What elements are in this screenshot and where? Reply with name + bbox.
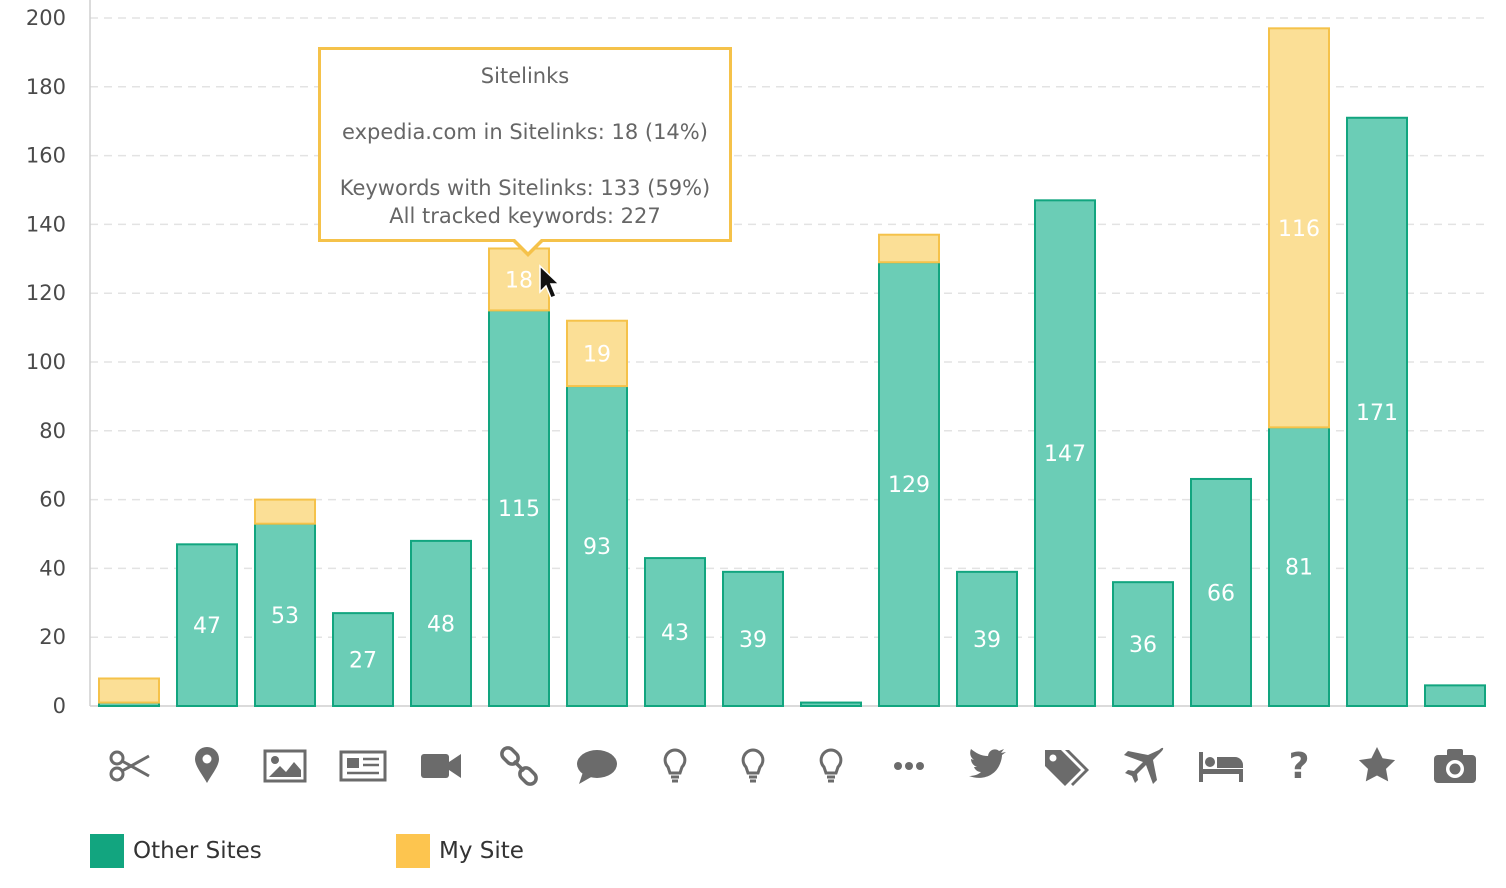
y-tick-label: 40 xyxy=(39,556,66,580)
bar-my-site[interactable] xyxy=(566,319,628,388)
scissors-icon xyxy=(109,750,150,782)
image-icon xyxy=(263,749,307,783)
y-tick-label: 140 xyxy=(26,212,66,236)
newspaper-icon xyxy=(339,750,387,782)
ellipsis-icon xyxy=(894,762,924,770)
bar-other-sites[interactable] xyxy=(1112,581,1174,707)
y-tick-label: 0 xyxy=(53,694,66,718)
bar-value-label: 93 xyxy=(583,535,611,560)
category-icons: ? xyxy=(109,746,1476,787)
bar-other-sites[interactable] xyxy=(722,570,784,708)
bar-value-label: 147 xyxy=(1044,442,1086,467)
bar-value-label: 47 xyxy=(193,614,221,639)
lightbulb-icon xyxy=(663,748,687,783)
star-icon xyxy=(1358,747,1396,782)
tooltip: Sitelinks expedia.com in Sitelinks: 18 (… xyxy=(318,47,732,257)
y-tick-label: 120 xyxy=(26,281,66,305)
mouse-cursor-icon xyxy=(539,264,561,299)
bar-my-site[interactable] xyxy=(254,498,316,525)
bar-value-label: 48 xyxy=(427,612,455,637)
bar-value-label: 53 xyxy=(271,604,299,629)
lightbulb-icon xyxy=(741,748,765,783)
legend-item-other-sites[interactable]: Other Sites xyxy=(90,834,262,868)
bar-value-label: 43 xyxy=(661,621,689,646)
bar-other-sites[interactable] xyxy=(410,539,472,707)
bar-value-label: 19 xyxy=(583,342,611,367)
bar-other-sites[interactable] xyxy=(1346,116,1408,707)
legend-item-my-site[interactable]: My Site xyxy=(396,834,524,868)
comment-icon xyxy=(577,750,617,784)
y-tick-label: 200 xyxy=(26,6,66,30)
bed-icon xyxy=(1199,752,1243,782)
legend-label-other-sites: Other Sites xyxy=(133,838,262,864)
bar-value-labels: 47 53 27 48 115 18 93 19 43 39 129 39 147 36 66 81 116 17… xyxy=(193,217,1398,674)
bar-other-sites[interactable] xyxy=(956,570,1018,708)
bar-other-sites[interactable] xyxy=(566,385,628,707)
link-icon xyxy=(500,746,538,786)
bar-value-label: 115 xyxy=(498,497,540,522)
bar-value-label: 116 xyxy=(1278,217,1320,242)
bar-other-sites[interactable] xyxy=(1268,426,1330,707)
bar-other-sites[interactable] xyxy=(176,543,238,707)
tags-icon xyxy=(1045,750,1089,786)
bar-value-label: 36 xyxy=(1129,633,1157,658)
bar-value-label: 66 xyxy=(1207,581,1235,606)
bar-other-sites[interactable] xyxy=(878,261,940,707)
bar-my-site[interactable] xyxy=(488,247,550,312)
y-tick-label: 60 xyxy=(39,488,66,512)
question-icon: ? xyxy=(1289,746,1310,787)
y-tick-label: 20 xyxy=(39,625,66,649)
map-marker-icon xyxy=(195,747,219,783)
tooltip-arrow-inner xyxy=(514,238,542,252)
bar-value-label: 39 xyxy=(739,628,767,653)
legend-swatch-other-sites xyxy=(90,834,124,868)
y-tick-label: 80 xyxy=(39,419,66,443)
bars xyxy=(98,27,1486,708)
bar-other-sites[interactable] xyxy=(644,557,706,708)
bar-other-sites[interactable] xyxy=(254,522,316,707)
bar-other-sites[interactable] xyxy=(1190,477,1252,707)
bar-other-sites[interactable] xyxy=(1424,684,1486,707)
bar-value-label: 39 xyxy=(973,628,1001,653)
bar-value-label: 18 xyxy=(505,268,533,293)
bar-value-label: 171 xyxy=(1356,401,1398,426)
legend-swatch-my-site xyxy=(396,834,430,868)
bar-other-sites[interactable] xyxy=(1034,199,1096,707)
y-tick-label: 180 xyxy=(26,75,66,99)
stacked-bar-chart: 0 20 40 60 80 100 120 140 160 180 200 47 53 27 48 115 1… xyxy=(26,0,1486,787)
bar-other-sites[interactable] xyxy=(332,612,394,707)
bar-my-site[interactable] xyxy=(1268,27,1330,429)
tooltip-keywords-sitelinks: Keywords with Sitelinks: 133 (59%) xyxy=(339,176,711,200)
bar-other-sites[interactable] xyxy=(488,309,550,707)
tooltip-title: Sitelinks xyxy=(480,64,570,88)
bar-value-label: 81 xyxy=(1285,556,1313,581)
svg-text:?: ? xyxy=(1289,746,1310,787)
camera-icon xyxy=(1434,749,1476,783)
y-tick-label: 100 xyxy=(26,350,66,374)
bar-my-site[interactable] xyxy=(98,677,160,704)
bar-other-sites[interactable] xyxy=(800,701,862,707)
bar-my-site[interactable] xyxy=(878,233,940,264)
bar-value-label: 27 xyxy=(349,649,377,674)
bar-value-label: 129 xyxy=(888,473,930,498)
tooltip-site-sitelinks: expedia.com in Sitelinks: 18 (14%) xyxy=(342,120,708,144)
plane-icon xyxy=(1124,747,1164,784)
twitter-icon xyxy=(969,749,1006,778)
lightbulb-icon xyxy=(819,748,843,783)
legend-label-my-site: My Site xyxy=(439,838,524,864)
y-tick-label: 160 xyxy=(26,144,66,168)
video-camera-icon xyxy=(421,754,461,778)
tooltip-all-keywords: All tracked keywords: 227 xyxy=(389,204,661,228)
